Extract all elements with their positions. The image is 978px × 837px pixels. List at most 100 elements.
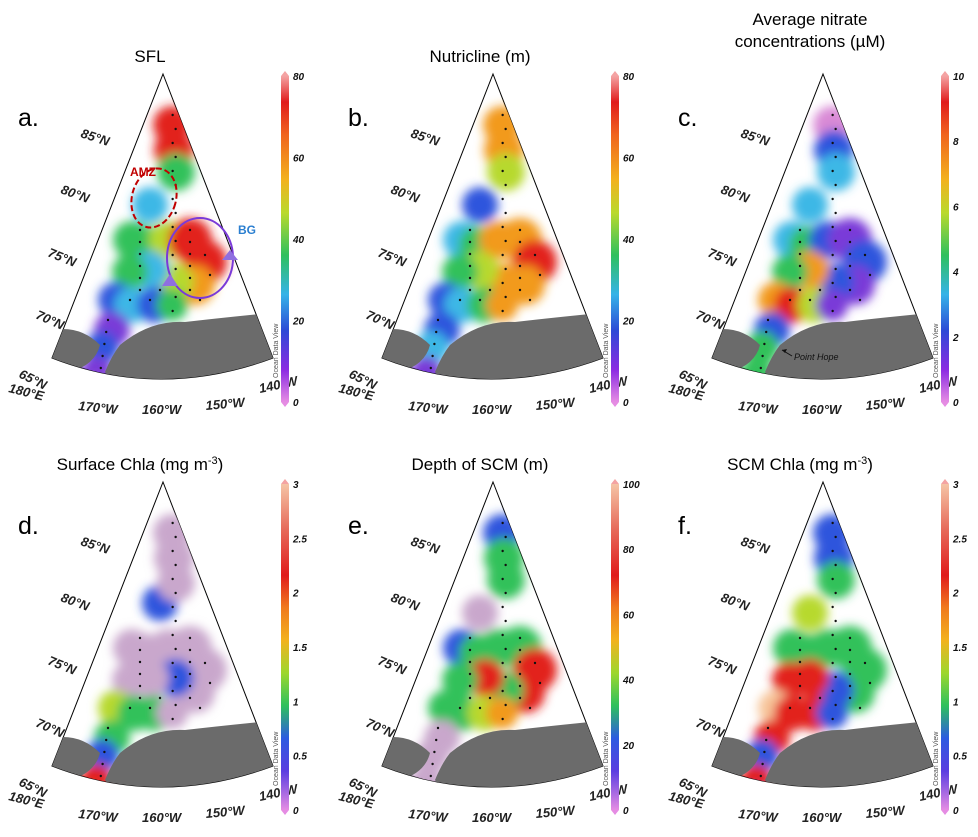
- station-dot: [429, 366, 432, 370]
- panel-label: c.: [678, 104, 697, 132]
- station-dot: [834, 267, 837, 271]
- station-dot: [478, 298, 482, 302]
- amz-ellipse: [130, 167, 178, 229]
- colorbar-tick: 1: [953, 697, 959, 708]
- point-hope-label: Point Hope: [794, 352, 839, 362]
- title-main: Surface Chl: [57, 455, 146, 474]
- station-dot: [208, 273, 212, 277]
- bg-label: BG: [238, 223, 256, 237]
- colorbar-tick: 40: [292, 235, 305, 246]
- data-cell-12: [772, 662, 808, 698]
- odv-watermark: Ocean Data View: [933, 323, 940, 378]
- lon-label: 170°W: [78, 398, 120, 417]
- station-dot: [518, 288, 522, 292]
- data-cell-3: [462, 187, 498, 223]
- panel-label: b.: [348, 104, 369, 132]
- station-dot: [431, 354, 434, 358]
- colorbar: [941, 76, 949, 402]
- station-dot: [171, 225, 174, 229]
- colorbar-tick: 10: [953, 72, 965, 83]
- station-dot: [138, 672, 142, 676]
- station-dot: [834, 591, 837, 595]
- station-dot: [798, 660, 802, 664]
- station-dot: [518, 636, 522, 640]
- land-alaska: [105, 312, 273, 379]
- station-dot: [848, 672, 852, 676]
- station-dot: [763, 750, 766, 754]
- colorbar-tick: 60: [623, 610, 635, 621]
- map-interior: [382, 106, 603, 379]
- lon-label: 150°W: [205, 802, 247, 821]
- station-dot: [188, 264, 192, 268]
- lon-label: 150°W: [535, 394, 577, 413]
- panel-e: Depth of SCM (m)e.85°N80°N75°N70°N65°N18…: [337, 455, 640, 825]
- station-dot: [103, 750, 106, 754]
- station-dot: [504, 647, 507, 651]
- colorbar-tick: 20: [292, 317, 305, 328]
- colorbar-bottom-arrow: [611, 810, 619, 815]
- station-dot: [831, 253, 834, 257]
- panel-c: Average nitrate concentrations (µM) c. 85°N…: [667, 10, 965, 417]
- station-dot: [468, 696, 472, 700]
- station-dot: [766, 318, 770, 322]
- colorbar-tick: 1.5: [293, 643, 307, 654]
- lat-label: 80°N: [59, 182, 92, 206]
- lat-label: 70°N: [34, 715, 67, 741]
- station-dot: [148, 706, 152, 710]
- station-dot: [808, 298, 812, 302]
- data-cell-3: [462, 595, 498, 631]
- station-dot: [831, 521, 834, 525]
- station-dot: [203, 661, 207, 665]
- station-dot: [174, 267, 177, 271]
- station-dot: [504, 591, 507, 595]
- station-dot: [501, 633, 504, 637]
- data-cell-16: [486, 697, 518, 729]
- station-dot: [468, 240, 472, 244]
- colorbar-top-arrow: [941, 479, 949, 484]
- colorbar-tick: 2.5: [292, 534, 307, 545]
- station-dot: [831, 661, 834, 665]
- odv-watermark: Ocean Data View: [603, 731, 610, 786]
- data-cell-16: [816, 289, 848, 321]
- station-dot: [138, 240, 142, 244]
- lon-label: 160°W: [142, 402, 183, 417]
- colorbar-tick: 1: [293, 697, 299, 708]
- station-dot: [501, 577, 504, 581]
- colorbar: [281, 484, 289, 810]
- station-dot: [171, 141, 174, 145]
- station-dot: [848, 252, 852, 256]
- station-dot: [174, 155, 177, 159]
- map-interior: [382, 514, 603, 787]
- station-dot: [518, 264, 522, 268]
- land-alaska: [105, 720, 273, 787]
- station-dot: [171, 169, 174, 173]
- colorbar-tick: 0.5: [293, 752, 307, 763]
- station-dot: [138, 288, 142, 292]
- colorbar-tick: 100: [623, 480, 640, 491]
- land-island: [392, 288, 406, 295]
- station-dot: [765, 330, 768, 334]
- station-dot: [174, 295, 177, 299]
- station-dot: [501, 113, 504, 117]
- station-dot: [103, 342, 106, 346]
- station-dot: [101, 762, 104, 766]
- station-dot: [761, 762, 764, 766]
- station-dot: [759, 366, 762, 370]
- title-unit: (mg m: [155, 455, 208, 474]
- station-dot: [433, 342, 436, 346]
- lat-label: 75°N: [706, 653, 739, 678]
- station-dot: [188, 660, 192, 664]
- station-dot: [171, 309, 174, 313]
- station-dot: [138, 696, 142, 700]
- lat-label: 70°N: [694, 307, 727, 333]
- station-dot: [818, 288, 822, 292]
- station-dot: [848, 696, 852, 700]
- lat-label: 85°N: [409, 534, 442, 557]
- station-dot: [518, 660, 522, 664]
- station-dot: [468, 648, 472, 652]
- station-dot: [528, 706, 532, 710]
- lon-label: 160°W: [802, 402, 843, 417]
- data-field: [80, 106, 227, 379]
- data-cell-12: [772, 254, 808, 290]
- station-dot: [831, 549, 834, 553]
